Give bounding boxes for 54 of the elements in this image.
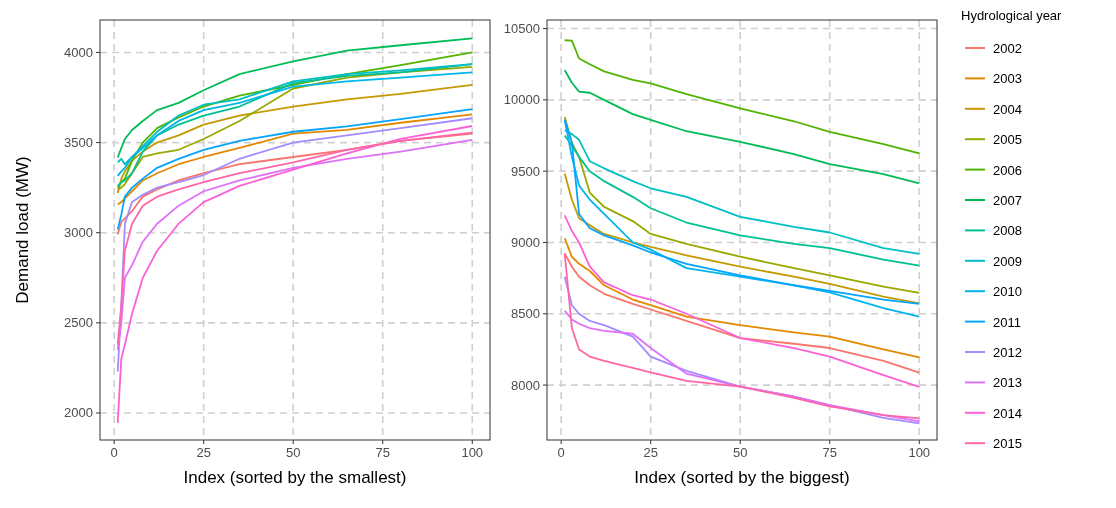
line-series [116, 125, 474, 424]
y-tick-label: 8500 [511, 306, 540, 322]
legend-title: Hydrological year [961, 8, 1063, 23]
line-series [116, 113, 474, 206]
x-tick-label: 100 [461, 445, 484, 460]
legend-label: 2011 [993, 314, 1021, 330]
legend-label: 2008 [993, 223, 1022, 239]
line-series [563, 172, 921, 305]
y-tick-label: 9500 [511, 163, 540, 179]
line-series [563, 214, 921, 388]
y-tick-label: 4000 [64, 44, 93, 60]
legend-label: 2015 [993, 436, 1022, 452]
x-tick-label: 50 [285, 445, 301, 460]
x-tick-label: 25 [196, 445, 211, 460]
x-tick-label: 0 [110, 445, 118, 460]
y-tick-label: 9000 [511, 234, 540, 250]
line-series [563, 237, 921, 359]
line-series [563, 252, 921, 420]
y-tick-label: 3500 [64, 135, 93, 151]
y-tick-label: 10500 [503, 21, 540, 37]
legend-label: 2006 [993, 162, 1022, 178]
x-tick-label: 75 [822, 445, 837, 460]
x-tick-label: 50 [732, 445, 748, 460]
legend-label: 2012 [993, 345, 1022, 360]
legend-label: 2005 [993, 132, 1022, 148]
y-tick-label: 3000 [64, 225, 93, 241]
y-tick-label: 8000 [511, 377, 540, 393]
x-tick-label: 0 [557, 445, 565, 460]
y-axis-title: Demand load (MW) [13, 156, 32, 304]
line-series [563, 252, 921, 374]
legend-label: 2013 [993, 375, 1022, 391]
legend-label: 2009 [993, 253, 1022, 269]
line-series [563, 69, 921, 185]
y-tick-label: 2000 [64, 405, 93, 421]
legend-label: 2010 [993, 284, 1022, 300]
line-series [116, 117, 474, 373]
legend-label: 2007 [993, 193, 1022, 208]
legend-label: 2002 [993, 41, 1022, 56]
line-series [116, 83, 474, 194]
x-tick-label: 100 [908, 445, 931, 460]
legend-label: 2004 [993, 101, 1022, 117]
x-axis-title: Index (sorted by the smallest) [183, 468, 407, 487]
legend-label: 2014 [993, 405, 1022, 421]
line-series [563, 309, 921, 423]
x-tick-label: 25 [643, 445, 658, 460]
y-tick-label: 10000 [503, 92, 540, 108]
legend-label: 2003 [993, 71, 1022, 87]
line-series [116, 108, 474, 231]
x-tick-label: 75 [375, 445, 390, 460]
line-series [116, 63, 474, 166]
line-series [563, 39, 921, 155]
y-tick-label: 2500 [64, 315, 93, 331]
x-axis-title: Index (sorted by the biggest) [634, 468, 850, 487]
line-series [116, 37, 474, 159]
